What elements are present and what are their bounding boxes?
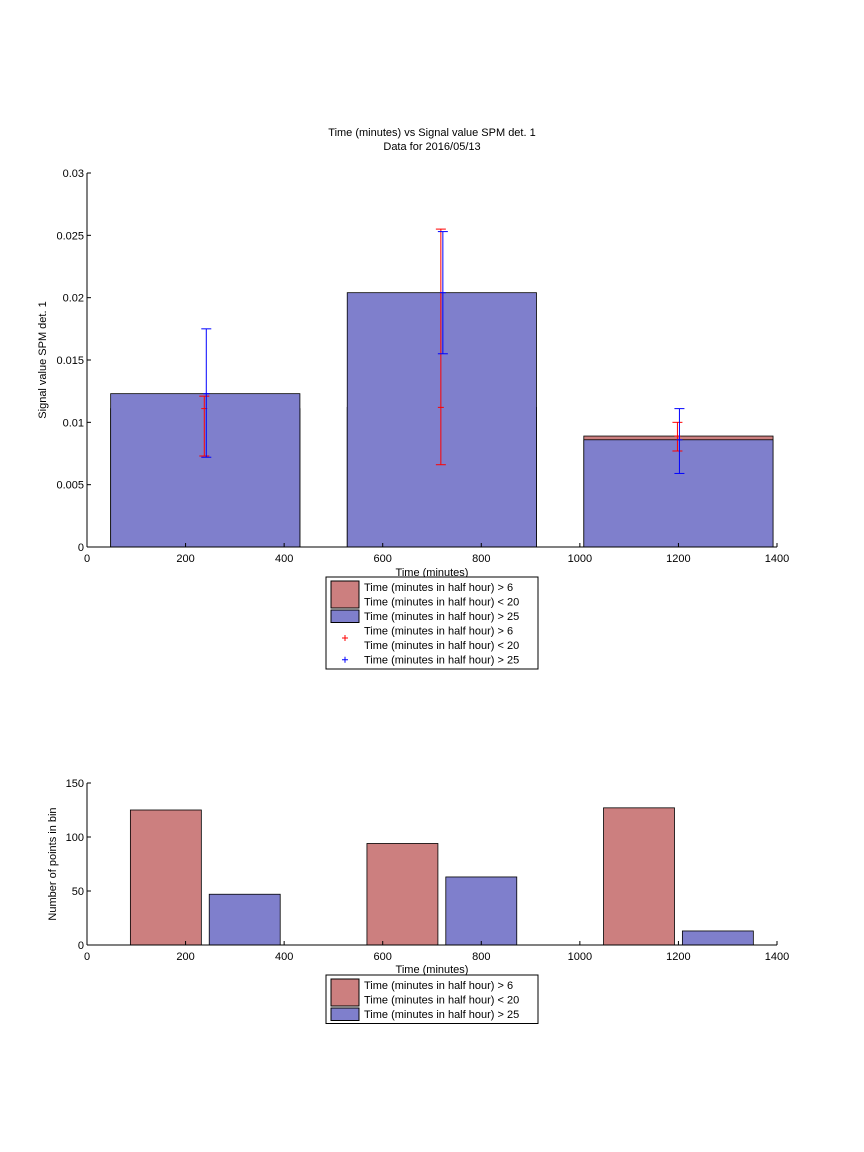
legend-label: Time (minutes in half hour) < 20 [364,995,519,1007]
legend-label: Time (minutes in half hour) < 20 [364,597,519,609]
x-tick-label: 800 [472,553,490,565]
y-tick-label: 100 [66,832,84,844]
legend-box [325,974,539,1024]
x-tick-label: 1200 [666,553,690,565]
legend-swatch [330,1007,360,1021]
x-tick-label: 1400 [765,951,789,963]
y-tick-label: 0.005 [56,480,84,492]
legend-swatch [330,580,360,609]
legend-swatch [330,978,360,1007]
x-tick-label: 800 [472,951,490,963]
bar [445,876,518,946]
legend-label: Time (minutes in half hour) > 25 [364,655,519,667]
chart-title: Time (minutes) vs Signal value SPM det. … [328,127,535,139]
x-axis-label: Time (minutes) [396,964,469,976]
bar [208,893,281,946]
bar [603,807,675,946]
x-tick-label: 600 [374,553,392,565]
legend-label: Time (minutes in half hour) > 25 [364,611,519,623]
y-tick-label: 0.025 [56,230,84,242]
legend-label: Time (minutes in half hour) < 20 [364,640,519,652]
x-tick-label: 1200 [666,951,690,963]
x-tick-label: 200 [176,553,194,565]
y-tick-label: 0.01 [63,417,84,429]
bar [366,843,439,946]
x-axis-label: Time (minutes) [396,567,469,579]
x-tick-label: 400 [275,951,293,963]
bar [346,292,537,548]
x-tick-label: 1000 [568,951,592,963]
y-axis-label: Signal value SPM det. 1 [37,301,49,418]
bar [681,930,754,946]
x-tick-label: 1000 [568,553,592,565]
y-tick-label: 0 [78,940,84,952]
legend-label: Time (minutes in half hour) > 6 [364,582,513,594]
y-tick-label: 0.03 [63,168,84,180]
x-tick-label: 1400 [765,553,789,565]
bar [129,809,202,946]
y-tick-label: 0 [78,542,84,554]
y-tick-label: 0.02 [63,293,84,305]
chart-subtitle: Data for 2016/05/13 [383,141,480,153]
x-tick-label: 400 [275,553,293,565]
count-chart: Time (minutes) Number of points in bin 0… [47,778,789,1024]
bar [110,393,301,548]
legend-box [325,576,539,670]
signal-chart: Time (minutes) vs Signal value SPM det. … [37,127,789,670]
legend-swatch [330,609,360,623]
legend-label: Time (minutes in half hour) > 25 [364,1009,519,1021]
x-tick-label: 200 [176,951,194,963]
legend-label: Time (minutes in half hour) > 6 [364,980,513,992]
x-tick-label: 0 [84,553,90,565]
y-tick-label: 50 [72,886,84,898]
bar [583,439,774,548]
y-tick-label: 150 [66,778,84,790]
x-tick-label: 0 [84,951,90,963]
y-axis-label: Number of points in bin [47,807,59,920]
x-tick-label: 600 [374,951,392,963]
y-tick-label: 0.015 [56,355,84,367]
legend-label: Time (minutes in half hour) > 6 [364,626,513,638]
